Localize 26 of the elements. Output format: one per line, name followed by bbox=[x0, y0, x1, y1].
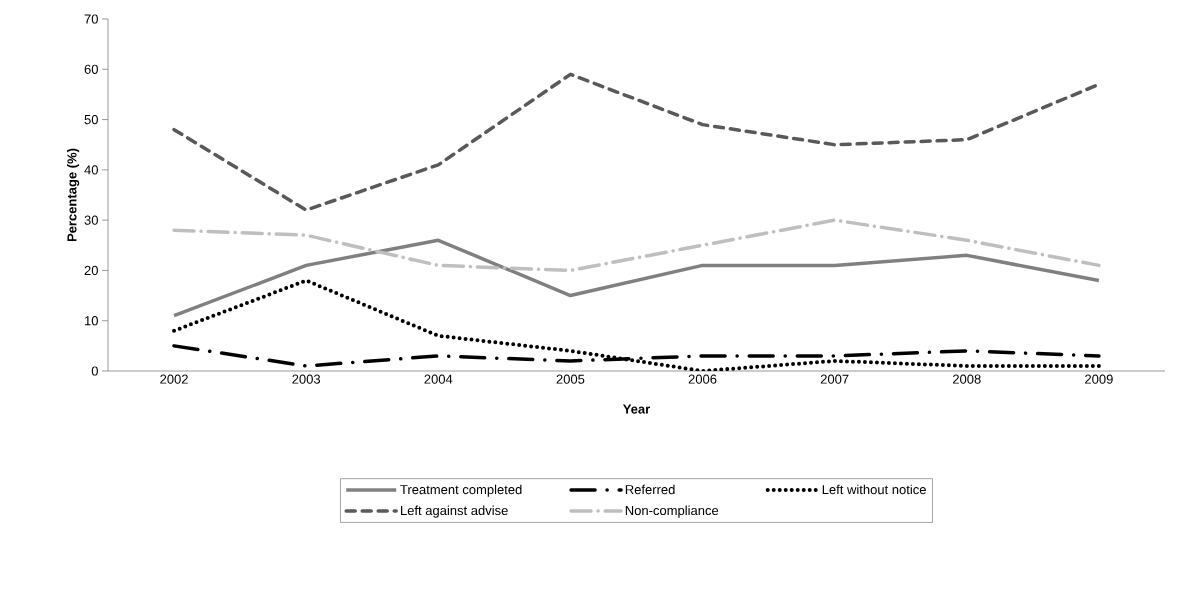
legend-label: Referred bbox=[625, 484, 675, 495]
x-tick-label: 2006 bbox=[688, 374, 717, 384]
y-tick-label: 10 bbox=[85, 316, 98, 326]
y-tick-label: 20 bbox=[84, 265, 98, 276]
y-tick-label: 0 bbox=[91, 366, 98, 376]
line-series bbox=[172, 218, 1101, 273]
legend-label: Treatment completed bbox=[400, 484, 522, 497]
legend-label: Left without notice bbox=[822, 484, 926, 495]
y-axis-title: Percentage (%) bbox=[67, 148, 80, 242]
x-tick-label: 2002 bbox=[160, 374, 188, 384]
y-tick-label: 70 bbox=[84, 14, 98, 24]
x-tick-label: 2009 bbox=[1085, 374, 1113, 384]
x-tick-label: 2003 bbox=[292, 374, 321, 384]
legend-label: Left against advise bbox=[401, 505, 508, 518]
y-tick-label: 40 bbox=[84, 165, 98, 175]
legend-label: Non-compliance bbox=[625, 505, 719, 518]
y-tick-label: 60 bbox=[84, 64, 98, 74]
line-series bbox=[172, 238, 1101, 318]
x-tick-label: 2008 bbox=[952, 374, 981, 384]
line-series bbox=[172, 278, 1101, 371]
y-tick-label: 30 bbox=[84, 215, 98, 225]
x-axis-title: Year bbox=[622, 404, 651, 414]
y-tick-label: 50 bbox=[84, 114, 98, 125]
x-tick-label: 2005 bbox=[556, 374, 585, 384]
x-tick-label: 2007 bbox=[820, 374, 849, 384]
x-tick-label: 2004 bbox=[424, 374, 453, 384]
